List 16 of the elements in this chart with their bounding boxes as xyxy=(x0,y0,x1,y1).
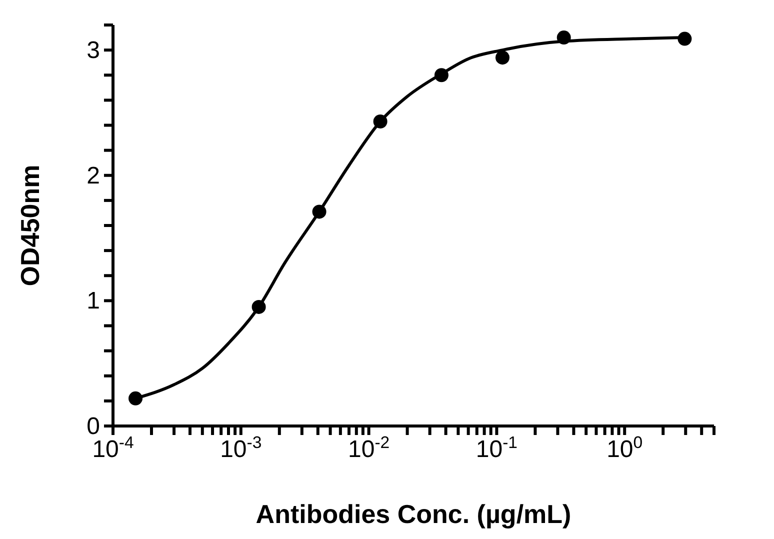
y-tick-label: 0 xyxy=(86,413,100,440)
y-tick-label: 2 xyxy=(86,162,100,190)
point xyxy=(252,300,266,314)
y-axis-title: OD450nm xyxy=(15,164,46,286)
point xyxy=(496,50,510,65)
x-axis-title: Antibodies Conc. (µg/mL) xyxy=(256,499,572,529)
point xyxy=(434,68,448,82)
x-tick-label: 10$^{0}$ xyxy=(606,432,643,463)
point xyxy=(312,204,326,219)
x-tick-label: 10$^{-2}$ xyxy=(348,432,390,463)
point xyxy=(556,30,571,45)
x-tick-label: 10$^{-1}$ xyxy=(476,432,518,463)
y-tick-label: 3 xyxy=(86,37,100,64)
x-tick-label: 10$^{-3}$ xyxy=(220,432,262,463)
point xyxy=(373,114,388,128)
y-tick-label: 1 xyxy=(86,288,100,315)
